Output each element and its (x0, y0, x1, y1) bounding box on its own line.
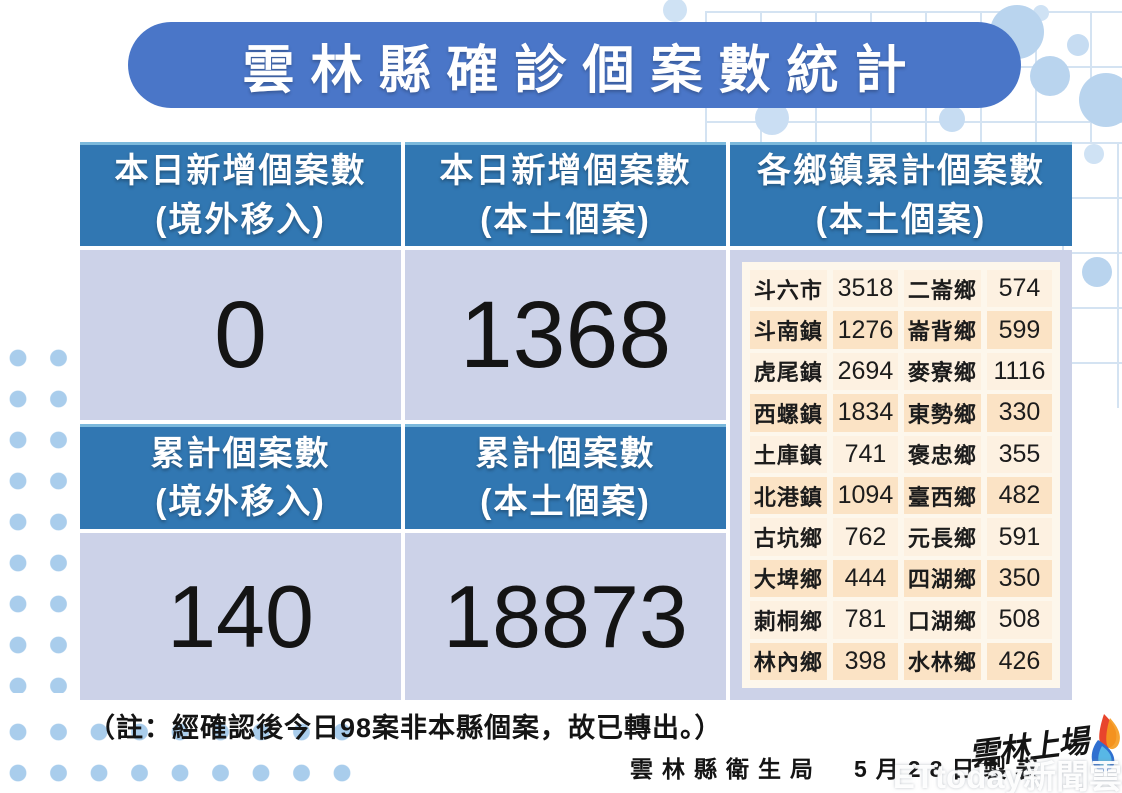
township-name: 四湖鄉 (904, 559, 981, 598)
title-banner: 雲林縣確診個案數統計 (128, 22, 1021, 108)
decor-circle (1084, 144, 1104, 164)
township-name: 麥寮鄉 (904, 352, 981, 391)
footnote: （註：經確認後今日98案非本縣個案，故已轉出。） (88, 713, 723, 743)
township-value: 762 (832, 518, 898, 556)
page-title: 雲林縣確診個案數統計 (242, 41, 923, 100)
township-name: 大埤鄉 (750, 559, 827, 598)
flame-icon (1084, 712, 1122, 779)
township-name: 口湖鄉 (904, 601, 981, 639)
township-value: 482 (986, 477, 1052, 515)
panel-header-line2: (本土個案) (815, 200, 987, 239)
township-value: 781 (832, 601, 898, 639)
card-value-today-imported: 0 (80, 250, 401, 420)
card-header-line1: 本日新增個案數 (114, 152, 367, 191)
card-header-today-imported: 本日新增個案數 (境外移入) (80, 142, 401, 246)
township-name: 莿桐鄉 (750, 601, 827, 639)
township-value: 1276 (832, 311, 898, 349)
card-value-cumulative-local: 18873 (405, 533, 726, 700)
card-header-cumulative-imported: 累計個案數 (境外移入) (80, 424, 401, 529)
township-value: 444 (832, 559, 898, 598)
township-value: 350 (986, 559, 1052, 598)
township-value: 1834 (832, 394, 898, 432)
township-name: 臺西鄉 (904, 477, 981, 515)
card-header-line2: (本土個案) (480, 200, 651, 239)
township-value: 1094 (832, 477, 898, 515)
stat-value: 140 (167, 566, 314, 666)
township-name: 古坑鄉 (750, 518, 827, 556)
township-value: 398 (832, 642, 898, 680)
township-name: 北港鎮 (750, 477, 827, 515)
decor-circle (1033, 5, 1049, 21)
decor-circle (1030, 56, 1070, 96)
township-name: 斗南鎮 (750, 311, 827, 349)
township-value: 1116 (986, 352, 1052, 391)
township-value: 330 (986, 394, 1052, 432)
card-header-line2: (境外移入) (155, 483, 326, 521)
township-value: 591 (986, 518, 1052, 556)
decor-circle (1079, 73, 1122, 127)
township-panel-header: 各鄉鎮累計個案數 (本土個案) (730, 142, 1072, 246)
township-value: 426 (986, 642, 1052, 680)
township-value: 3518 (832, 270, 898, 308)
township-value: 508 (986, 601, 1052, 639)
panel-header-line1: 各鄉鎮累計個案數 (757, 152, 1045, 191)
township-name: 斗六市 (750, 270, 827, 308)
decor-circle (663, 0, 687, 22)
stat-value: 18873 (443, 566, 688, 666)
township-name: 二崙鄉 (904, 270, 981, 308)
card-header-cumulative-local: 累計個案數 (本土個案) (405, 424, 726, 529)
yunlin-campaign-logo: 雲林上場 (966, 723, 1090, 773)
card-header-line1: 累計個案數 (475, 434, 656, 473)
card-header-line1: 本日新增個案數 (439, 152, 692, 191)
township-table: 斗六市 3518 二崙鄉 574 斗南鎮 1276 崙背鄉 599 虎尾鎮 26… (742, 262, 1060, 688)
township-value: 741 (832, 435, 898, 473)
township-value: 2694 (832, 352, 898, 391)
township-value: 599 (986, 311, 1052, 349)
township-name: 虎尾鎮 (750, 352, 827, 391)
township-name: 林內鄉 (750, 642, 827, 680)
township-name: 土庫鎮 (750, 435, 827, 473)
card-header-line2: (本土個案) (480, 483, 651, 521)
township-name: 褒忠鄉 (904, 435, 981, 473)
township-name: 崙背鄉 (904, 311, 981, 349)
township-name: 西螺鎮 (750, 394, 827, 432)
stat-value: 0 (214, 281, 267, 388)
decor-circle (1067, 34, 1089, 56)
card-header-today-local: 本日新增個案數 (本土個案) (405, 142, 726, 246)
card-header-line2: (境外移入) (155, 200, 326, 239)
township-name: 水林鄉 (904, 642, 981, 680)
credit-line: 雲林縣衛生局 5月28日製表 (630, 756, 1048, 782)
card-value-today-local: 1368 (405, 250, 726, 420)
township-name: 元長鄉 (904, 518, 981, 556)
decor-circle (1082, 257, 1112, 287)
dot-pattern-left (8, 348, 90, 693)
stat-value: 1368 (459, 281, 672, 388)
card-value-cumulative-imported: 140 (80, 533, 401, 700)
township-value: 355 (986, 435, 1052, 473)
decor-circle (939, 106, 965, 132)
township-name: 東勢鄉 (904, 394, 981, 432)
township-value: 574 (986, 270, 1052, 308)
card-header-line1: 累計個案數 (150, 434, 331, 473)
